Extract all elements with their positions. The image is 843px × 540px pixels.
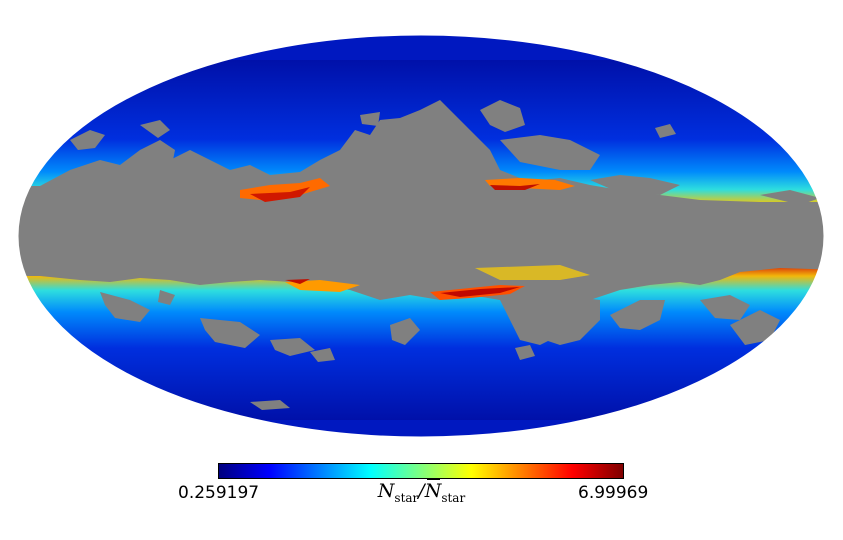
- high-density-regions: [240, 178, 590, 300]
- colorbar-title-main: N: [377, 480, 395, 502]
- colorbar-min-label: 0.259197: [178, 483, 260, 503]
- masked-galactic-plane: [18, 100, 824, 345]
- sky-map-contents: [18, 35, 824, 437]
- colorbar-title-sep: /: [418, 480, 425, 502]
- colorbar: [218, 463, 624, 479]
- colorbar-max-label: 6.99969: [578, 483, 649, 503]
- colorbar-title: Nstar/Nstar: [0, 479, 843, 505]
- mollweide-sky-map: [17, 34, 825, 438]
- colorbar-title-sub: star: [394, 490, 419, 505]
- colorbar-title-bar: N: [424, 479, 442, 502]
- mask-islands: [40, 100, 820, 410]
- colorbar-title-bar-sub: star: [441, 490, 466, 505]
